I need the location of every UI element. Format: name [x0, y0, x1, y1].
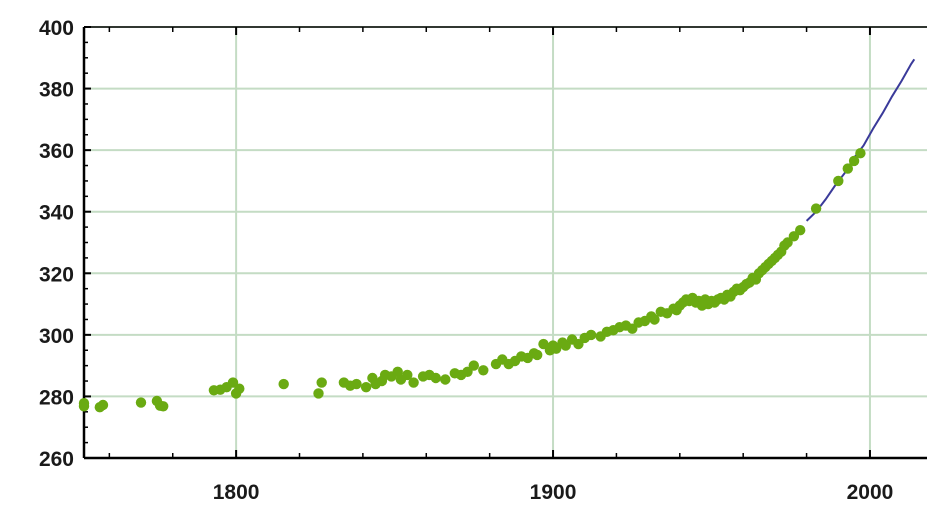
- data-point: [135, 397, 147, 408]
- y-tick-label: 320: [39, 263, 74, 286]
- data-point: [468, 360, 479, 371]
- data-point: [78, 398, 90, 409]
- data-point: [97, 399, 109, 411]
- data-point: [278, 378, 289, 390]
- x-tick-label: 1800: [213, 481, 260, 504]
- y-tick-label: 360: [39, 140, 74, 163]
- x-tick-label: 2000: [847, 481, 894, 504]
- data-point: [316, 377, 327, 388]
- x-tick-label: 1900: [530, 481, 577, 504]
- y-tick-label: 400: [39, 17, 74, 40]
- data-point: [585, 329, 597, 341]
- data-point: [842, 163, 853, 174]
- series-points: [78, 148, 866, 413]
- data-point: [313, 388, 324, 399]
- data-point: [408, 377, 419, 388]
- data-point: [158, 401, 169, 412]
- data-point: [649, 314, 660, 325]
- series-line: [805, 58, 916, 222]
- data-point: [440, 374, 451, 385]
- data-point: [848, 155, 860, 167]
- data-point: [234, 383, 245, 394]
- data-point: [402, 369, 413, 381]
- data-point: [360, 382, 372, 393]
- data-point: [855, 148, 866, 159]
- data-point: [810, 203, 822, 214]
- y-tick-label: 300: [39, 325, 74, 348]
- data-point: [351, 378, 362, 390]
- data-point: [532, 349, 543, 361]
- data-point: [538, 338, 549, 350]
- data-point: [430, 372, 441, 384]
- series-line-path: [805, 58, 916, 222]
- y-tick-label: 280: [39, 386, 74, 409]
- axis-ticks: [84, 26, 871, 459]
- x-tick-labels: 1800 1900 2000: [213, 481, 894, 504]
- y-tick-label: 340: [39, 202, 74, 225]
- y-tick-labels: 260 280 300 320 340 360 380 400: [39, 17, 74, 471]
- y-tick-label: 260: [39, 448, 74, 471]
- y-tick-label: 380: [39, 79, 74, 102]
- data-point: [795, 225, 806, 236]
- data-point: [833, 175, 844, 187]
- data-point: [478, 365, 489, 376]
